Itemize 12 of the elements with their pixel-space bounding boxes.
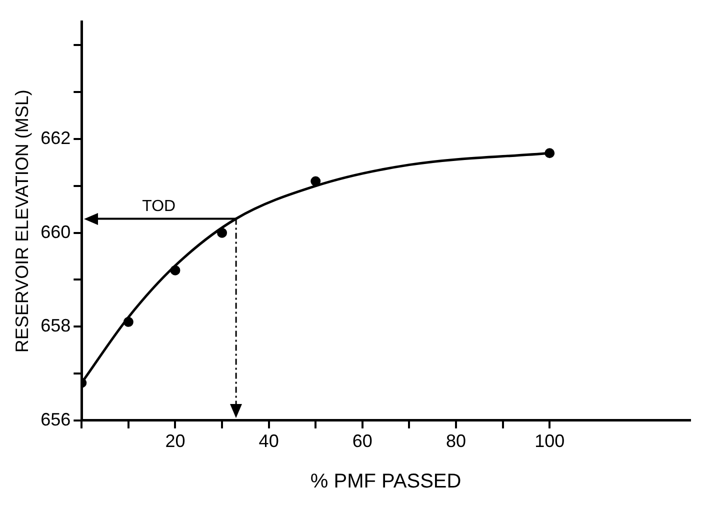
y-axis-title: RESERVOIR ELEVATION (MSL) xyxy=(12,90,32,353)
x-tick-label: 80 xyxy=(446,431,466,452)
y-tick-label: 656 xyxy=(40,409,71,430)
y-tick-label: 662 xyxy=(40,128,71,148)
x-tick-label: 60 xyxy=(352,431,372,452)
y-tick-label: 658 xyxy=(40,316,71,336)
x-tick-label: 40 xyxy=(258,431,279,452)
x-tick-label: 100 xyxy=(534,431,565,452)
ref-line-label: TOD xyxy=(142,198,176,216)
x-tick-label: 20 xyxy=(165,431,186,452)
y-tick-label: 660 xyxy=(40,222,71,242)
x-axis-title: % PMF PASSED xyxy=(310,470,462,493)
